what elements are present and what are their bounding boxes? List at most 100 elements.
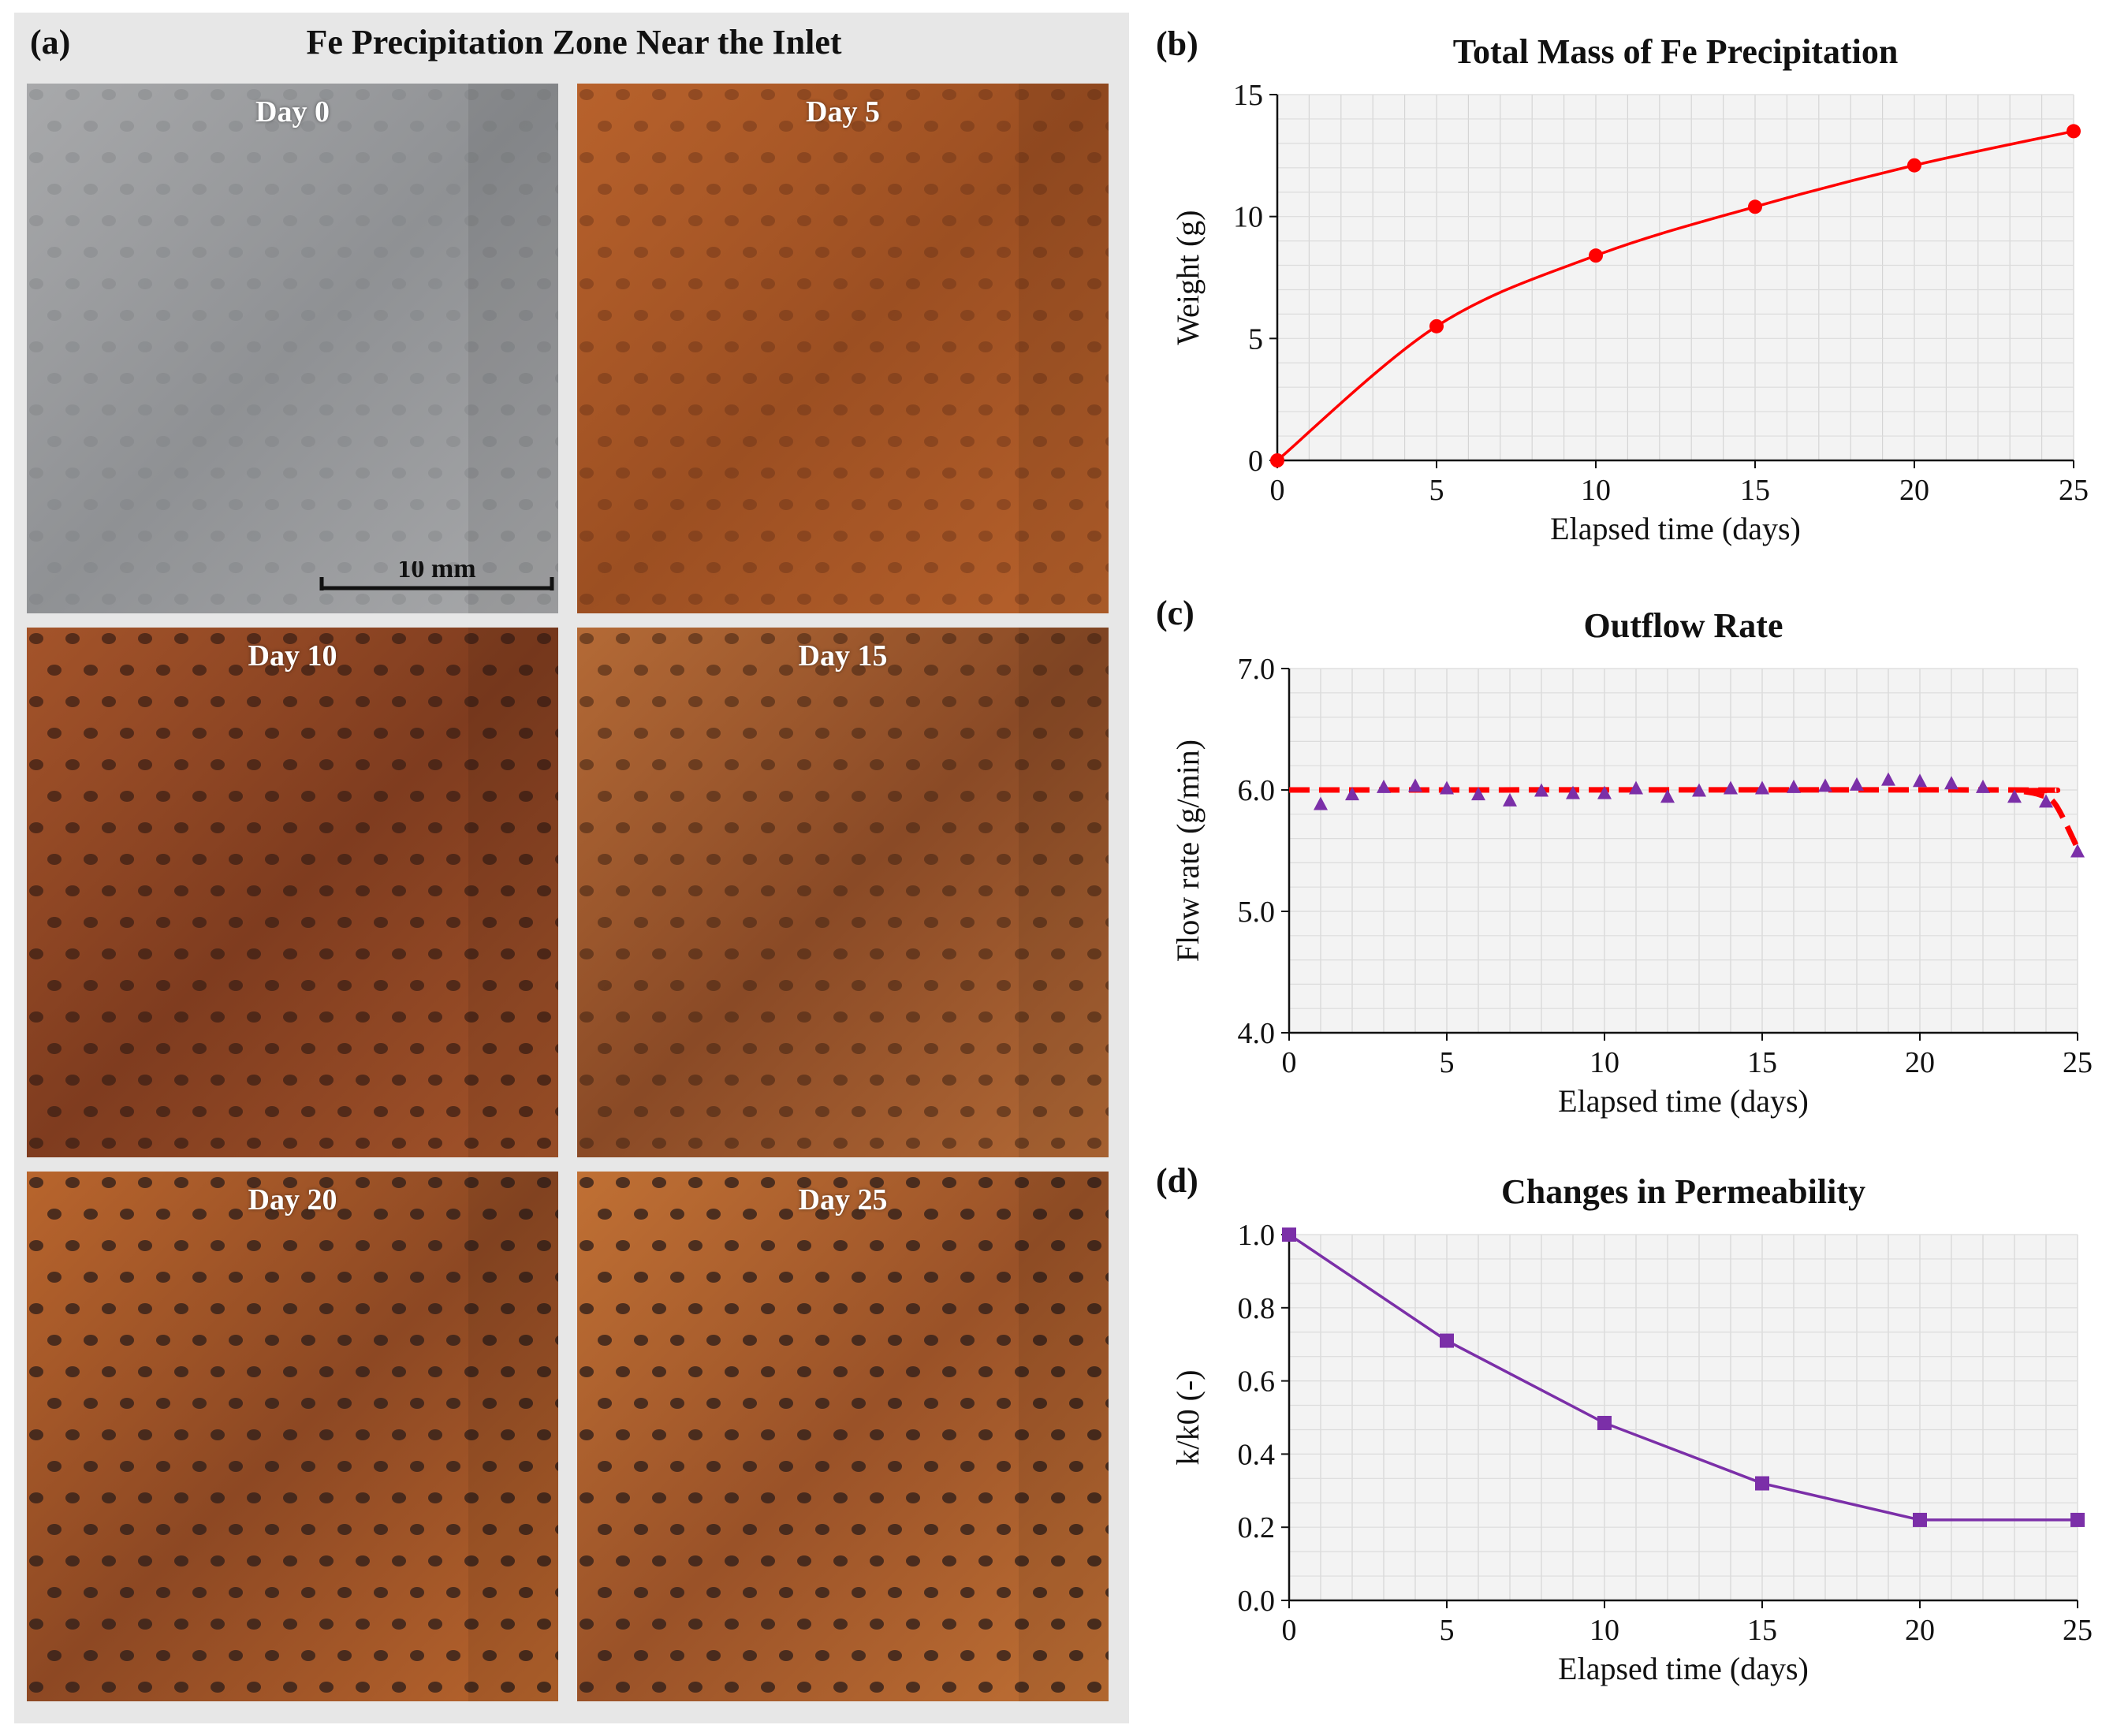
data-point xyxy=(1440,1333,1454,1348)
y-tick-label: 0 xyxy=(1248,445,1263,478)
photo-day-20: Day 20 xyxy=(27,1172,558,1701)
data-point xyxy=(1913,1512,1927,1527)
x-tick-label: 25 xyxy=(2063,1614,2093,1647)
pore-pattern xyxy=(580,1177,1109,1693)
x-tick-label: 20 xyxy=(1905,1046,1935,1079)
data-point xyxy=(1755,1476,1769,1491)
data-point xyxy=(1755,780,1769,795)
x-axis-label: Elapsed time (days) xyxy=(1550,511,1801,546)
pore-pattern xyxy=(29,633,558,1149)
photo-label: Day 5 xyxy=(806,95,880,129)
pore-pattern xyxy=(29,89,558,605)
tube-shading xyxy=(1019,84,1109,613)
x-tick-label: 20 xyxy=(1899,474,1929,507)
panel-a: (a) Fe Precipitation Zone Near the Inlet… xyxy=(14,13,1129,1723)
x-axis-label: Elapsed time (days) xyxy=(1558,1083,1809,1119)
data-point xyxy=(1589,248,1603,263)
photo-day-10: Day 10 xyxy=(27,628,558,1157)
chart-permeability: Changes in Permeability 0 5 10 15 20 25 0.0 0.2 0… xyxy=(1170,1172,2093,1686)
data-point xyxy=(1629,780,1643,795)
x-tick-label: 15 xyxy=(1740,474,1770,507)
photo-day-25: Day 25 xyxy=(577,1172,1109,1701)
data-point xyxy=(1748,199,1762,214)
data-point xyxy=(1345,787,1359,801)
photo-day-15: Day 15 xyxy=(577,628,1109,1157)
y-tick-label: 5.0 xyxy=(1238,896,1276,929)
y-tick-label: 6.0 xyxy=(1238,774,1276,807)
data-point xyxy=(2007,789,2022,803)
x-tick-label: 15 xyxy=(1747,1614,1777,1647)
x-tick-label: 0 xyxy=(1282,1614,1297,1647)
pore-pattern xyxy=(580,633,1109,1149)
y-tick-label: 10 xyxy=(1233,201,1263,234)
series-line xyxy=(1276,129,2074,462)
photo-day-0: Day 0 10 mm xyxy=(27,84,558,613)
data-point xyxy=(1270,453,1284,468)
chart-title: Changes in Permeability xyxy=(1501,1172,1865,1211)
chart-outflow-rate: Outflow Rate 0 5 10 15 20 25 4.0 5.0 6.0 7.0 Elapse… xyxy=(1170,606,2093,1119)
x-tick-label: 0 xyxy=(1270,474,1285,507)
scale-bar: 10 mm xyxy=(319,561,554,590)
panel-a-letter: (a) xyxy=(30,23,71,61)
tube-shading xyxy=(1019,1172,1109,1701)
data-point xyxy=(1597,1415,1612,1430)
y-tick-label: 7.0 xyxy=(1238,653,1276,686)
y-tick-label: 0.8 xyxy=(1238,1292,1276,1325)
data-point xyxy=(1724,780,1738,795)
photo-texture xyxy=(577,628,1109,1157)
tube-shading xyxy=(468,1172,558,1701)
panel-b-letter: (b) xyxy=(1156,24,1198,63)
photo-label: Day 15 xyxy=(798,639,888,672)
y-tick-label: 0.2 xyxy=(1238,1511,1276,1544)
y-tick-label: 0.4 xyxy=(1238,1438,1276,1471)
data-point xyxy=(1818,778,1832,792)
x-tick-label: 0 xyxy=(1282,1046,1297,1079)
photo-day-5: Day 5 xyxy=(577,84,1109,613)
chart-title: Total Mass of Fe Precipitation xyxy=(1453,32,1899,71)
x-tick-label: 5 xyxy=(1429,474,1444,507)
y-tick-label: 0.6 xyxy=(1238,1365,1276,1399)
y-tick-label: 4.0 xyxy=(1238,1017,1276,1050)
tube-shading xyxy=(1019,628,1109,1157)
data-point xyxy=(2039,794,2053,808)
data-point xyxy=(1850,777,1864,791)
data-point xyxy=(1566,785,1580,799)
x-tick-label: 25 xyxy=(2059,474,2089,507)
pore-pattern xyxy=(580,89,1109,605)
gridlines xyxy=(1276,94,2074,461)
x-tick-label: 25 xyxy=(2063,1046,2093,1079)
data-point xyxy=(1692,783,1706,797)
x-tick-label: 5 xyxy=(1440,1614,1455,1647)
photo-label: Day 20 xyxy=(248,1183,337,1216)
scale-bar-label: 10 mm xyxy=(397,561,475,583)
x-tick-label: 20 xyxy=(1905,1614,1935,1647)
data-point xyxy=(1471,787,1485,801)
x-tick-label: 10 xyxy=(1590,1046,1619,1079)
data-point xyxy=(1944,776,1959,790)
x-tick-label: 10 xyxy=(1590,1614,1619,1647)
x-axis-label: Elapsed time (days) xyxy=(1558,1651,1809,1686)
plot-area xyxy=(1289,1235,2078,1600)
y-axis-label: k/k0 (-) xyxy=(1170,1369,1206,1465)
data-point xyxy=(1660,789,1675,803)
panel-a-title: Fe Precipitation Zone Near the Inlet xyxy=(306,23,842,61)
photo-texture xyxy=(577,84,1109,613)
photo-texture xyxy=(27,1172,558,1701)
photo-background xyxy=(577,84,1109,613)
data-point xyxy=(1534,783,1549,797)
y-axis-label: Weight (g) xyxy=(1170,210,1206,345)
photo-label: Day 25 xyxy=(798,1183,888,1216)
x-tick-label: 15 xyxy=(1747,1046,1777,1079)
gridlines xyxy=(1288,1234,2078,1601)
x-tick-label: 5 xyxy=(1440,1046,1455,1079)
data-point xyxy=(1429,319,1444,333)
chart-title: Outflow Rate xyxy=(1584,606,1783,645)
data-point xyxy=(1503,792,1517,807)
panel-d-letter: (d) xyxy=(1156,1161,1198,1200)
panel-c-letter: (c) xyxy=(1156,594,1194,632)
data-point xyxy=(1597,785,1612,799)
x-tick-label: 10 xyxy=(1581,474,1611,507)
photo-label: Day 10 xyxy=(248,639,337,672)
data-point xyxy=(1787,779,1801,793)
data-point xyxy=(1881,772,1895,786)
